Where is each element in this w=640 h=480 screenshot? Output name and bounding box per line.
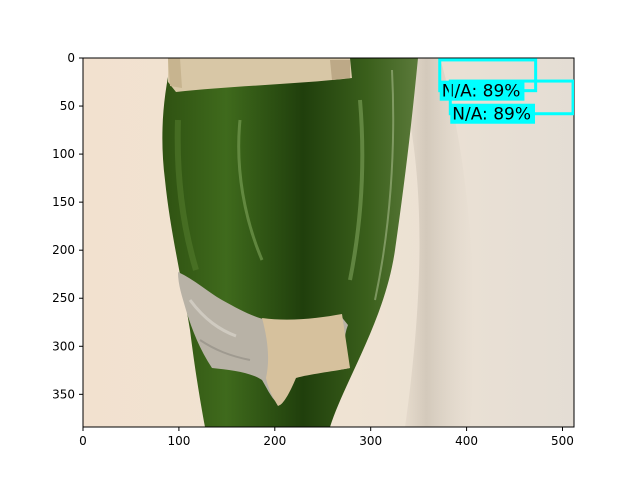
detection-label: N/A: 89%: [442, 82, 521, 102]
x-tick-label: 300: [359, 434, 382, 448]
detection-2: N/A: 89%: [448, 79, 574, 125]
y-axis: 0 50 100 150 200 250 300 350: [52, 51, 83, 401]
y-tick-label: 250: [52, 291, 75, 305]
detection-label: N/A: 89%: [452, 105, 531, 125]
x-axis: 0 100 200 300 400 500: [79, 427, 574, 448]
y-tick-label: 50: [60, 99, 75, 113]
x-tick-label: 0: [79, 434, 87, 448]
detection-1: N/A: 89%: [438, 58, 538, 102]
bottle-top-label: [168, 58, 352, 92]
detections-layer: N/A: 89% N/A: 89%: [438, 58, 574, 125]
axes-frame: [82, 57, 575, 428]
x-tick-label: 500: [551, 434, 574, 448]
y-tick-label: 300: [52, 339, 75, 353]
y-tick-label: 0: [67, 51, 75, 65]
x-tick-label: 400: [455, 434, 478, 448]
y-tick-label: 150: [52, 195, 75, 209]
y-tick-label: 350: [52, 387, 75, 401]
detection-label-background: [450, 103, 535, 124]
x-tick-label: 200: [263, 434, 286, 448]
y-tick-label: 100: [52, 147, 75, 161]
detection-label-background: [439, 80, 525, 101]
x-tick-label: 100: [167, 434, 190, 448]
y-tick-label: 200: [52, 243, 75, 257]
